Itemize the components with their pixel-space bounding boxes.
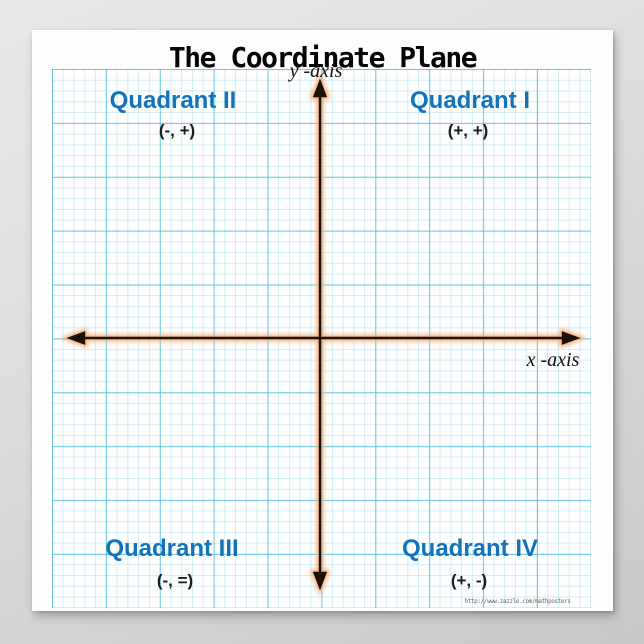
watermark-url: http://www.zazzle.com/mathposters bbox=[464, 598, 571, 605]
poster-title: The Coordinate Plane bbox=[168, 41, 478, 74]
quadrant-4-signs: (+, -) bbox=[450, 571, 488, 590]
x-axis-label: x -axis bbox=[526, 349, 580, 371]
quadrant-1-signs: (+, +) bbox=[447, 121, 489, 140]
quadrant-2-signs: (-, +) bbox=[158, 121, 196, 140]
quadrant-2-label: Quadrant II bbox=[109, 87, 237, 114]
quadrant-4-label: Quadrant IV bbox=[401, 535, 539, 562]
quadrant-3-label: Quadrant III bbox=[105, 535, 239, 562]
quadrant-3-signs: (-, =) bbox=[156, 571, 194, 590]
y-axis-label: y -axis bbox=[289, 60, 343, 82]
graph-paper-grid bbox=[52, 69, 591, 608]
quadrant-1-label: Quadrant I bbox=[409, 87, 530, 114]
